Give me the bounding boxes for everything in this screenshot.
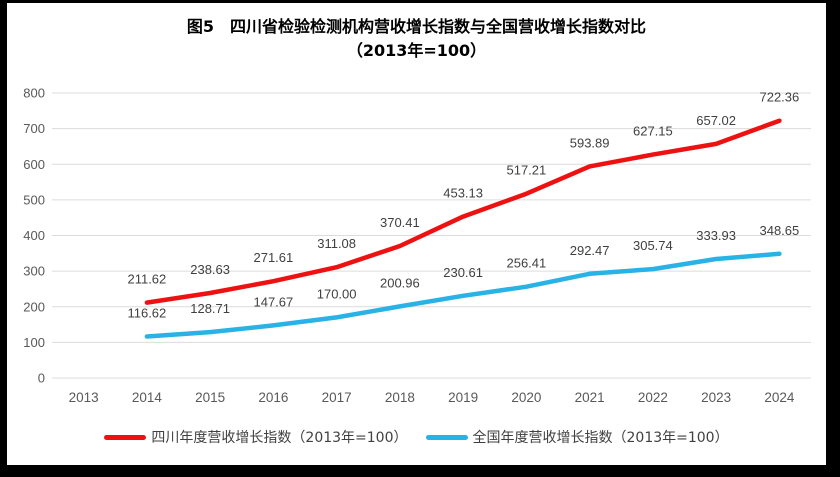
- x-axis-tick-label: 2018: [385, 390, 415, 405]
- national-series-data-label: 200.96: [380, 275, 420, 290]
- sichuan-series-color-swatch: [104, 434, 147, 440]
- y-axis-tick-label: 400: [23, 228, 45, 243]
- legend: 四川年度营收增长指数（2013年=100） 全国年度营收增长指数（2013年=1…: [7, 427, 826, 447]
- national-series-data-label: 170.00: [317, 286, 357, 301]
- legend-item-national: 全国年度营收增长指数（2013年=100）: [425, 427, 729, 447]
- y-axis-tick-label: 0: [38, 371, 45, 386]
- national-series-data-label: 348.65: [759, 223, 799, 238]
- national-series-data-label: 230.61: [443, 265, 483, 280]
- sichuan-series-data-label: 211.62: [127, 272, 166, 287]
- chart-title-line1: 图5 四川省检验检测机构营收增长指数与全国营收增长指数对比: [186, 17, 647, 36]
- sichuan-series-data-label: 722.36: [759, 90, 799, 105]
- national-series-data-label: 305.74: [633, 238, 673, 253]
- national-series-data-label: 333.93: [696, 228, 736, 243]
- x-axis-tick-label: 2015: [195, 390, 225, 405]
- sichuan-series-data-label: 657.02: [696, 113, 736, 128]
- y-axis-tick-label: 300: [23, 264, 45, 279]
- legend-item-sichuan: 四川年度营收增长指数（2013年=100）: [104, 427, 408, 447]
- national-series-data-label: 292.47: [570, 243, 610, 258]
- x-axis-tick-label: 2013: [69, 390, 99, 405]
- national-series-line: [144, 251, 782, 339]
- y-axis-tick-label: 200: [23, 299, 45, 314]
- x-axis-tick-label: 2024: [764, 390, 795, 405]
- national-series-data-label: 116.62: [127, 305, 166, 320]
- x-axis-tick-label: 2014: [132, 390, 163, 405]
- chart-card: 图5 四川省检验检测机构营收增长指数与全国营收增长指数对比 （2013年=100…: [7, 3, 826, 465]
- sichuan-series-data-label: 271.61: [253, 250, 293, 265]
- sichuan-series-data-label: 370.41: [380, 215, 420, 230]
- y-axis-tick-label: 600: [23, 157, 45, 172]
- sichuan-series-data-label: 311.08: [317, 236, 356, 251]
- chart-title: 图5 四川省检验检测机构营收增长指数与全国营收增长指数对比 （2013年=100…: [7, 15, 826, 63]
- line-chart-plot: 0 100 200 300 400 500 600 700 800 2013 2014 2015 201…: [23, 86, 811, 405]
- sichuan-series-label: 四川年度营收增长指数（2013年=100）: [151, 430, 408, 446]
- national-series-label: 全国年度营收增长指数（2013年=100）: [472, 430, 729, 446]
- x-axis-tick-label: 2021: [575, 390, 605, 405]
- sichuan-series-data-label: 517.21: [506, 163, 546, 178]
- national-series-color-swatch: [425, 434, 468, 440]
- y-axis-tick-label: 800: [23, 86, 45, 101]
- sichuan-series-data-label: 453.13: [443, 186, 483, 201]
- x-axis-tick-label: 2020: [511, 390, 541, 405]
- x-axis-tick-label: 2017: [322, 390, 352, 405]
- sichuan-series-line: [144, 118, 782, 305]
- y-axis-tick-label: 500: [23, 192, 45, 207]
- sichuan-series-data-label: 593.89: [570, 135, 610, 150]
- x-axis-tick-label: 2023: [701, 390, 731, 405]
- national-series-data-label: 147.67: [253, 294, 293, 309]
- y-axis-tick-label: 700: [23, 121, 45, 136]
- chart-title-line2: （2013年=100）: [346, 41, 487, 60]
- sichuan-series-data-label: 627.15: [633, 124, 673, 139]
- y-axis-tick-label: 100: [23, 335, 45, 350]
- national-series-data-label: 256.41: [506, 256, 546, 271]
- x-axis-tick-label: 2019: [448, 390, 478, 405]
- x-axis-tick-label: 2016: [258, 390, 288, 405]
- national-series-data-label: 128.71: [190, 301, 230, 316]
- sichuan-series-data-label: 238.63: [190, 262, 230, 277]
- x-axis-tick-label: 2022: [638, 390, 668, 405]
